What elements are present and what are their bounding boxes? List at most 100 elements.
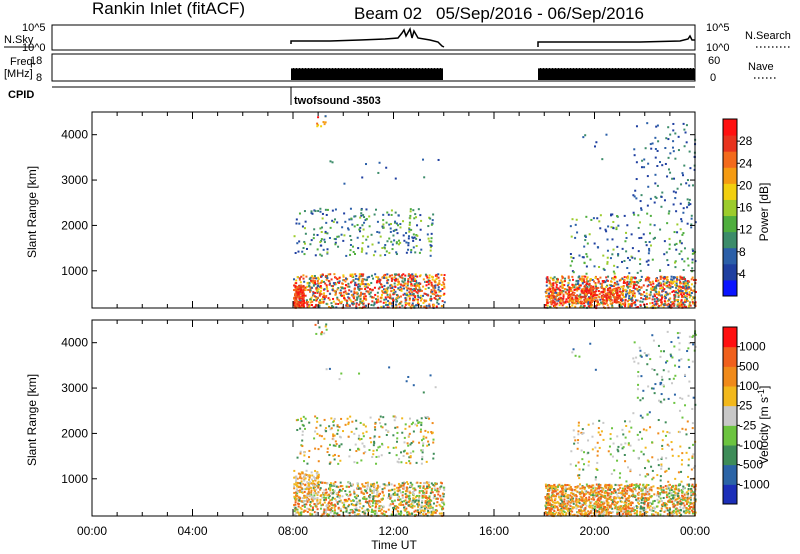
echo-cell xyxy=(432,306,435,309)
echo-cell xyxy=(301,298,304,301)
echo-cell xyxy=(649,232,652,235)
echo-cell xyxy=(410,248,413,251)
echo-cell xyxy=(644,241,647,244)
echo-cell xyxy=(595,141,598,144)
echo-cell xyxy=(381,225,384,228)
echo-cell xyxy=(656,302,659,305)
echo-cell xyxy=(646,297,649,300)
echo-cell xyxy=(667,168,670,171)
echo-cell xyxy=(342,275,345,278)
echo-cell xyxy=(339,289,342,292)
echo-cell xyxy=(324,121,327,124)
echo-cell xyxy=(395,454,398,457)
echo-cell xyxy=(668,510,671,513)
echo-cell xyxy=(300,306,303,309)
echo-cell xyxy=(589,302,592,305)
echo-cell xyxy=(625,236,628,239)
echo-cell xyxy=(432,508,435,511)
echo-cell xyxy=(396,493,399,496)
echo-cell xyxy=(688,198,691,201)
echo-cell xyxy=(675,284,678,287)
echo-cell xyxy=(394,303,397,306)
echo-cell xyxy=(357,247,360,250)
echo-cell xyxy=(302,424,305,427)
echo-cell xyxy=(338,292,341,295)
y-tick-label: 3000 xyxy=(61,173,88,187)
echo-cell xyxy=(428,495,431,498)
echo-cell xyxy=(412,292,415,295)
echo-cell xyxy=(595,304,598,307)
echo-cell xyxy=(378,435,381,438)
echo-cell xyxy=(602,267,605,270)
echo-cell xyxy=(303,253,306,256)
echo-cell xyxy=(669,133,672,136)
echo-cell xyxy=(376,279,379,282)
echo-cell xyxy=(409,210,412,213)
echo-cell xyxy=(293,297,296,300)
echo-cell xyxy=(567,281,570,284)
echo-cell xyxy=(410,503,413,506)
echo-cell xyxy=(694,278,697,281)
echo-cell xyxy=(321,481,324,484)
echo-cell xyxy=(404,423,407,426)
echo-cell xyxy=(293,495,296,498)
echo-cell xyxy=(331,285,334,288)
echo-cell xyxy=(335,306,338,309)
echo-cell xyxy=(675,510,678,513)
echo-cell xyxy=(555,286,558,289)
echo-cell xyxy=(644,147,647,150)
echo-cell xyxy=(421,458,424,461)
echo-cell xyxy=(316,501,319,504)
colorbar-segment xyxy=(723,151,737,168)
echo-cell xyxy=(658,284,661,287)
echo-cell xyxy=(398,489,401,492)
echo-cell xyxy=(434,284,437,287)
echo-cell xyxy=(355,298,358,301)
echo-cell xyxy=(443,278,446,281)
echo-cell xyxy=(419,294,422,297)
echo-cell xyxy=(418,511,421,514)
echo-cell xyxy=(419,481,422,484)
echo-cell xyxy=(631,280,634,283)
echo-cell xyxy=(554,288,557,291)
echo-cell xyxy=(320,240,323,243)
echo-cell xyxy=(353,253,356,256)
echo-cell xyxy=(566,484,569,487)
echo-cell xyxy=(337,235,340,238)
echo-cell xyxy=(674,191,677,194)
echo-cell xyxy=(337,506,340,509)
echo-cell xyxy=(312,277,315,280)
echo-cell xyxy=(293,504,296,507)
echo-cell xyxy=(590,218,593,221)
nsky-tick-top: 10^5 xyxy=(22,22,46,34)
echo-cell xyxy=(372,511,375,514)
echo-cell xyxy=(589,296,592,299)
echo-cell xyxy=(317,282,320,285)
echo-cell xyxy=(349,415,352,418)
echo-cell xyxy=(665,491,668,494)
echo-cell xyxy=(294,302,297,305)
echo-cell xyxy=(316,493,319,496)
echo-cell xyxy=(407,237,410,240)
echo-cell xyxy=(379,296,382,299)
echo-cell xyxy=(396,460,399,463)
echo-cell xyxy=(598,303,601,306)
echo-cell xyxy=(421,495,424,498)
echo-cell xyxy=(594,275,597,278)
echo-cell xyxy=(429,281,432,284)
echo-cell xyxy=(434,297,437,300)
echo-cell xyxy=(687,201,690,204)
echo-cell xyxy=(332,490,335,493)
echo-cell xyxy=(416,424,419,427)
echo-cell xyxy=(633,281,636,284)
echo-cell xyxy=(619,294,622,297)
echo-cell xyxy=(364,425,367,428)
echo-cell xyxy=(385,276,388,279)
echo-cell xyxy=(326,252,329,255)
echo-cell xyxy=(647,259,650,262)
echo-cell xyxy=(309,481,312,484)
echo-cell xyxy=(300,490,303,493)
echo-cell xyxy=(673,493,676,496)
echo-cell xyxy=(666,276,669,279)
